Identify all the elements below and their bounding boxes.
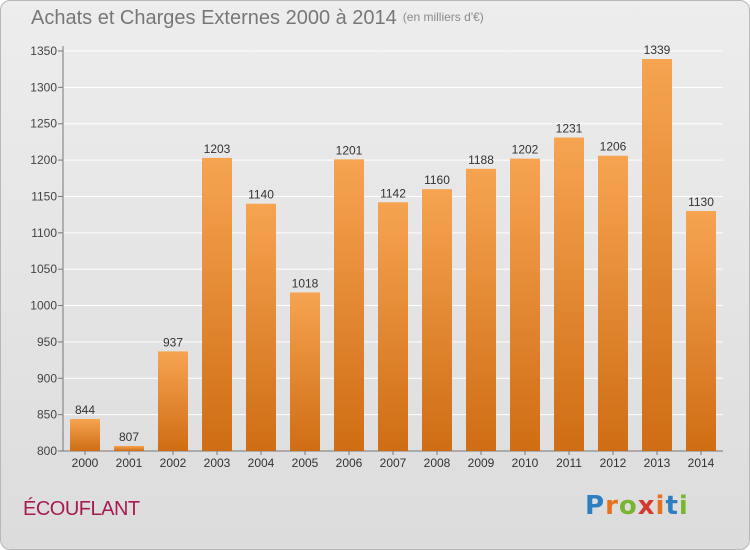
data-label: 1142 [380,186,406,200]
x-tick-label: 2007 [380,456,407,470]
x-tick-label: 2003 [204,456,231,470]
data-label: 1160 [424,173,450,187]
logo-letter: P [585,491,606,521]
logo-letter: o [618,491,638,521]
data-label: 1203 [204,142,231,156]
bar [114,445,144,451]
bar [466,168,496,451]
logo-letter: i [655,491,666,521]
data-label: 1339 [644,43,671,57]
bar [378,202,408,451]
bar [554,137,584,451]
x-tick-label: 2008 [424,456,451,470]
y-tick-label: 800 [37,444,57,458]
data-label: 1018 [292,276,319,290]
data-label: 844 [75,403,95,417]
x-tick-label: 2002 [160,456,187,470]
bar [422,189,452,451]
y-tick-label: 900 [37,371,57,385]
y-tick-label: 1000 [30,299,57,313]
chart-title: Achats et Charges Externes 2000 à 2014 [31,7,397,29]
x-tick-label: 2012 [600,456,627,470]
commune-name: ÉCOUFLANT [23,498,140,520]
x-tick-label: 2005 [292,456,319,470]
x-tick-label: 2011 [556,456,582,470]
data-label: 1130 [688,195,714,209]
proxiti-logo: Proxiti [585,491,689,521]
y-tick-label: 950 [37,335,57,349]
y-tick-label: 850 [37,408,57,422]
y-tick-label: 1250 [30,117,57,131]
y-tick-label: 1200 [30,153,57,167]
x-tick-label: 2004 [248,456,275,470]
x-tick-label: 2000 [72,456,99,470]
bar [510,158,540,452]
y-tick-label: 1300 [30,80,57,94]
bar [598,155,628,451]
data-label: 1231 [556,122,583,136]
bar [642,59,672,451]
x-tick-label: 2009 [468,456,495,470]
logo-letter: t [665,491,679,521]
y-tick-label: 1150 [31,189,57,203]
data-label: 1206 [600,140,627,154]
x-tick-label: 2013 [644,456,671,470]
logo-letter: i [678,491,689,521]
bar [334,159,364,451]
x-tick-label: 2014 [688,456,715,470]
logo-letter: x [637,491,656,521]
y-tick-label: 1050 [30,262,57,276]
data-label: 1201 [336,143,363,157]
bar [202,157,232,451]
chart-title-block: Achats et Charges Externes 2000 à 2014 (e… [31,7,484,30]
x-tick-label: 2010 [512,456,539,470]
data-label: 1140 [248,188,274,202]
x-tick-label: 2001 [116,456,143,470]
logo-letter: r [605,491,619,521]
x-tick-label: 2006 [336,456,363,470]
data-label: 1188 [468,153,494,167]
data-label: 807 [119,430,139,444]
data-label: 937 [163,335,183,349]
bar [290,292,320,451]
bar [158,351,188,451]
chart-subtitle: (en milliers d'€) [402,10,484,24]
bar [246,203,276,451]
bar [686,211,716,451]
y-tick-label: 1100 [31,226,57,240]
bar [70,419,100,451]
data-label: 1202 [512,143,539,157]
y-tick-label: 1350 [30,44,57,58]
